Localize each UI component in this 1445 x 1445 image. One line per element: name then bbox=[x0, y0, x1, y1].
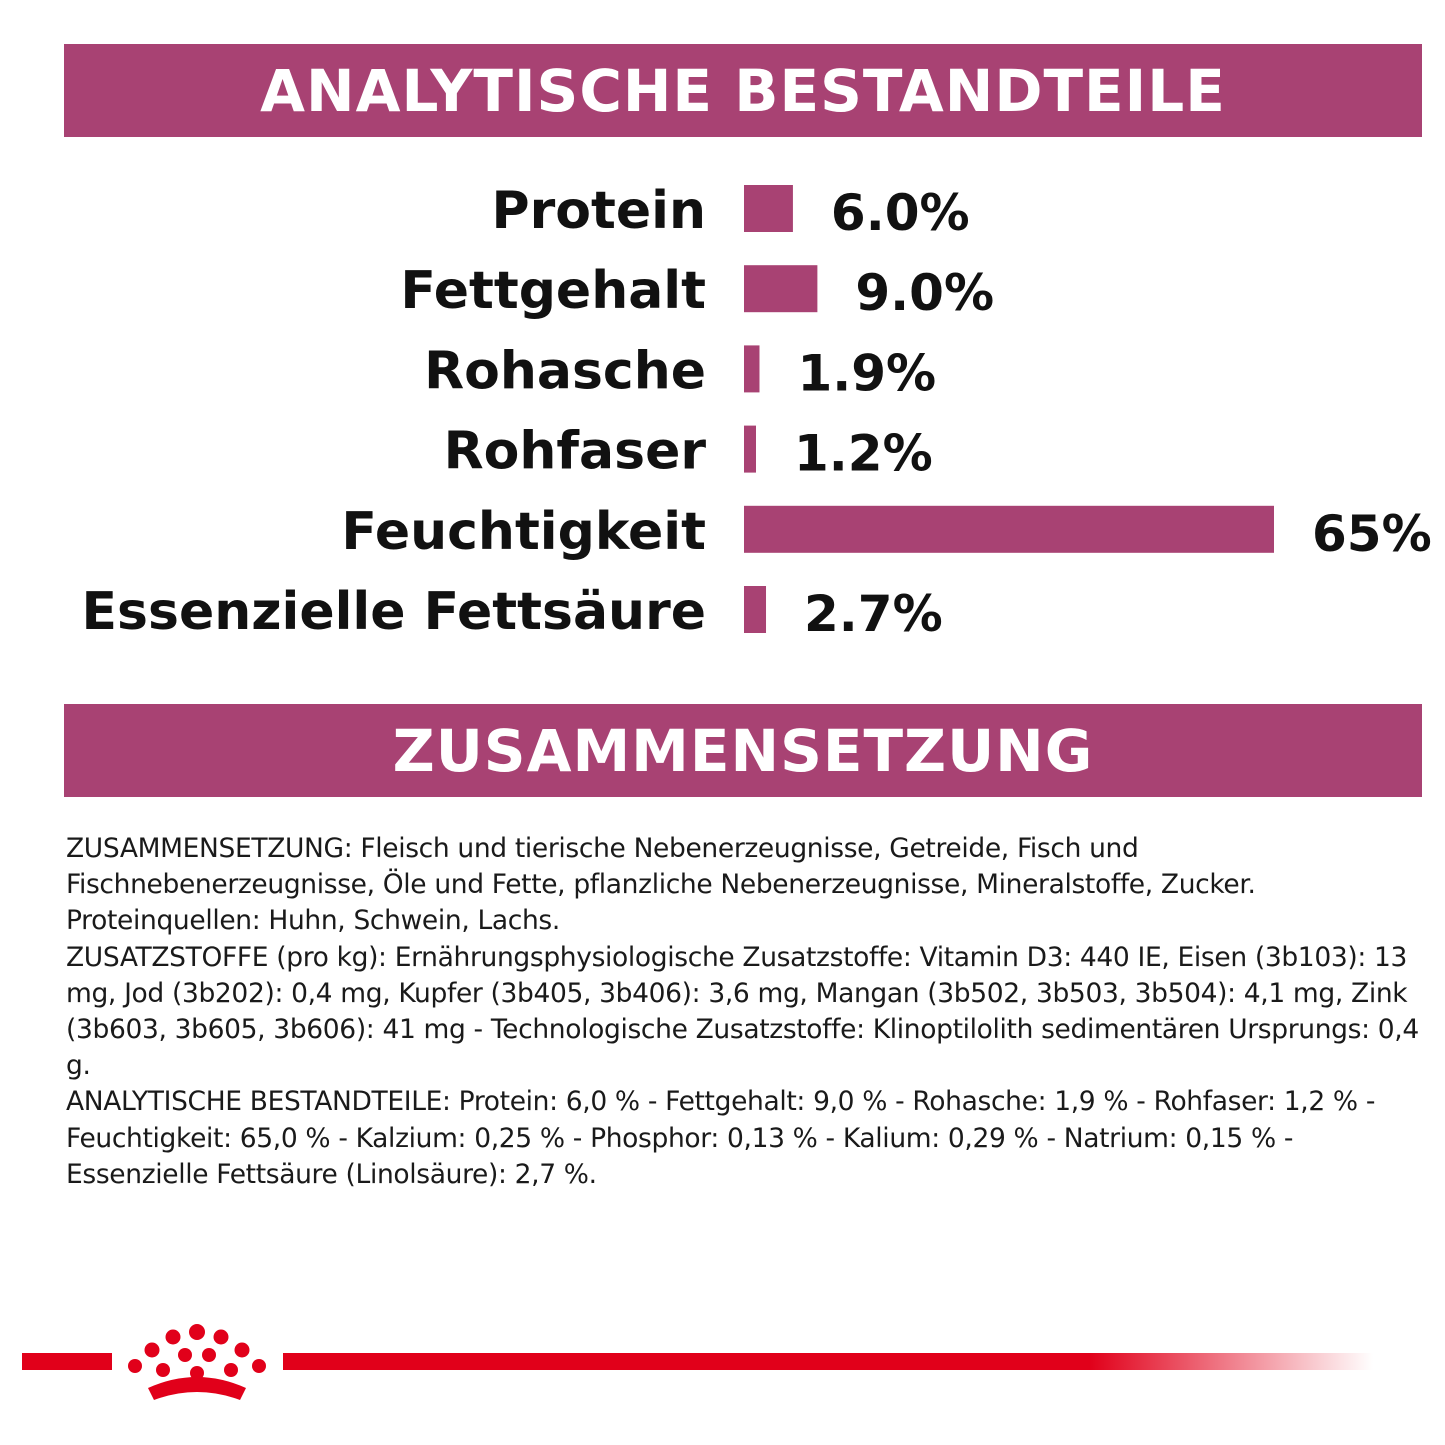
analytics-header-title: ANALYTISCHE BESTANDTEILE bbox=[260, 56, 1226, 125]
composition-paragraph-additives: ZUSATZSTOFFE (pro kg): Ernährungsphysiol… bbox=[66, 941, 1419, 1082]
bar-0 bbox=[744, 185, 793, 232]
composition-paragraph-analytics: ANALYTISCHE BESTANDTEILE: Protein: 6,0 %… bbox=[66, 1086, 1376, 1190]
bar-1 bbox=[744, 265, 818, 313]
value-label-5: 2.7% bbox=[804, 585, 943, 643]
bar-label-3: Rohfaser bbox=[444, 422, 707, 482]
composition-paragraph-ingredients: ZUSAMMENSETZUNG: Fleisch und tierische N… bbox=[66, 833, 1256, 937]
crown-icon bbox=[128, 1324, 266, 1400]
value-label-3: 1.2% bbox=[794, 425, 933, 483]
bar-5 bbox=[744, 586, 767, 633]
composition-text: ZUSAMMENSETZUNG: Fleisch und tierische N… bbox=[66, 831, 1428, 1193]
value-label-0: 6.0% bbox=[831, 184, 970, 242]
bar-4 bbox=[744, 505, 1274, 553]
bar-label-0: Protein bbox=[492, 181, 706, 241]
value-label-2: 1.9% bbox=[797, 344, 936, 402]
nutrient-bar-chart: Protein 6.0% Fettgehalt 9.0% Rohasche 1.9% Roh… bbox=[82, 181, 1432, 643]
composition-header: ZUSAMMENSETZUNG bbox=[64, 704, 1422, 797]
bar-3 bbox=[744, 425, 756, 473]
bar-label-2: Rohasche bbox=[424, 341, 706, 401]
value-label-4: 65% bbox=[1312, 505, 1432, 563]
bar-label-4: Feuchtigkeit bbox=[341, 502, 706, 562]
bar-label-1: Fettgehalt bbox=[400, 261, 706, 321]
footer-line-left bbox=[22, 1353, 112, 1370]
composition-header-title: ZUSAMMENSETZUNG bbox=[392, 716, 1094, 785]
value-label-1: 9.0% bbox=[855, 264, 994, 322]
analytics-header: ANALYTISCHE BESTANDTEILE bbox=[64, 44, 1422, 137]
footer-line-right bbox=[283, 1353, 1373, 1370]
bar-2 bbox=[744, 345, 760, 393]
bar-label-5: Essenzielle Fettsäure bbox=[82, 582, 706, 642]
